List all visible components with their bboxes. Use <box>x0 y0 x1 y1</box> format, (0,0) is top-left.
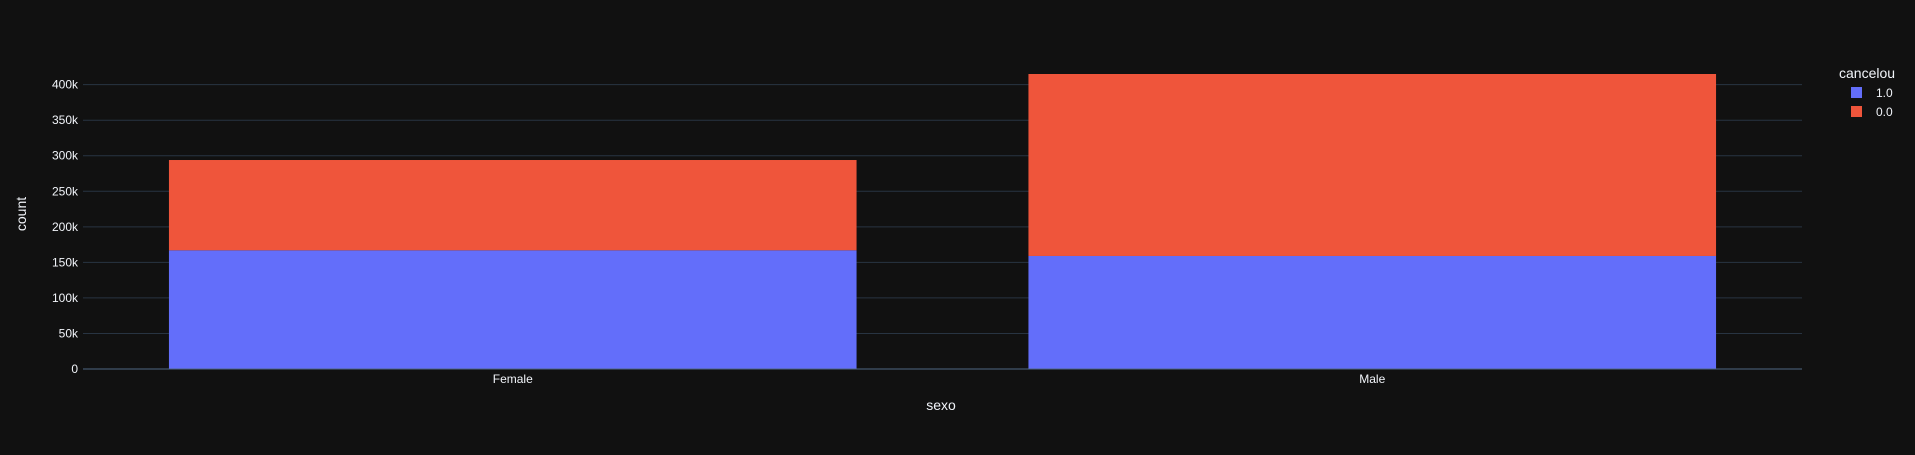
y-tick-label: 0 <box>71 362 78 376</box>
x-axis-title: sexo <box>926 397 956 413</box>
legend-label: 0.0 <box>1876 105 1893 119</box>
x-tick-label: Female <box>493 372 533 386</box>
legend-label: 1.0 <box>1876 86 1893 100</box>
legend-swatch <box>1851 106 1862 117</box>
y-tick-label: 300k <box>52 149 79 163</box>
legend-items: 1.00.0 <box>1851 86 1893 119</box>
y-tick-label: 200k <box>52 220 79 234</box>
bar-female-0-0 <box>168 160 857 251</box>
bar-female-1-0 <box>168 250 857 369</box>
bars <box>168 74 1717 369</box>
axes: 0 50k 100k 150k 200k 250k 300k 350k 400k Female Ma… <box>52 78 1802 386</box>
y-tick-label: 50k <box>59 326 79 340</box>
y-tick-label: 100k <box>52 291 79 305</box>
x-tick-label: Male <box>1359 372 1385 386</box>
bar-male-1-0 <box>1028 255 1717 369</box>
y-tick-label: 350k <box>52 113 79 127</box>
y-tick-label: 250k <box>52 184 79 198</box>
y-tick-label: 400k <box>52 78 79 92</box>
y-tick-label: 150k <box>52 255 79 269</box>
legend: cancelou 1.00.0 <box>1839 65 1895 119</box>
bar-male-0-0 <box>1028 74 1717 256</box>
y-axis-title: count <box>13 197 29 231</box>
legend-swatch <box>1851 87 1862 98</box>
legend-title: cancelou <box>1839 65 1895 81</box>
